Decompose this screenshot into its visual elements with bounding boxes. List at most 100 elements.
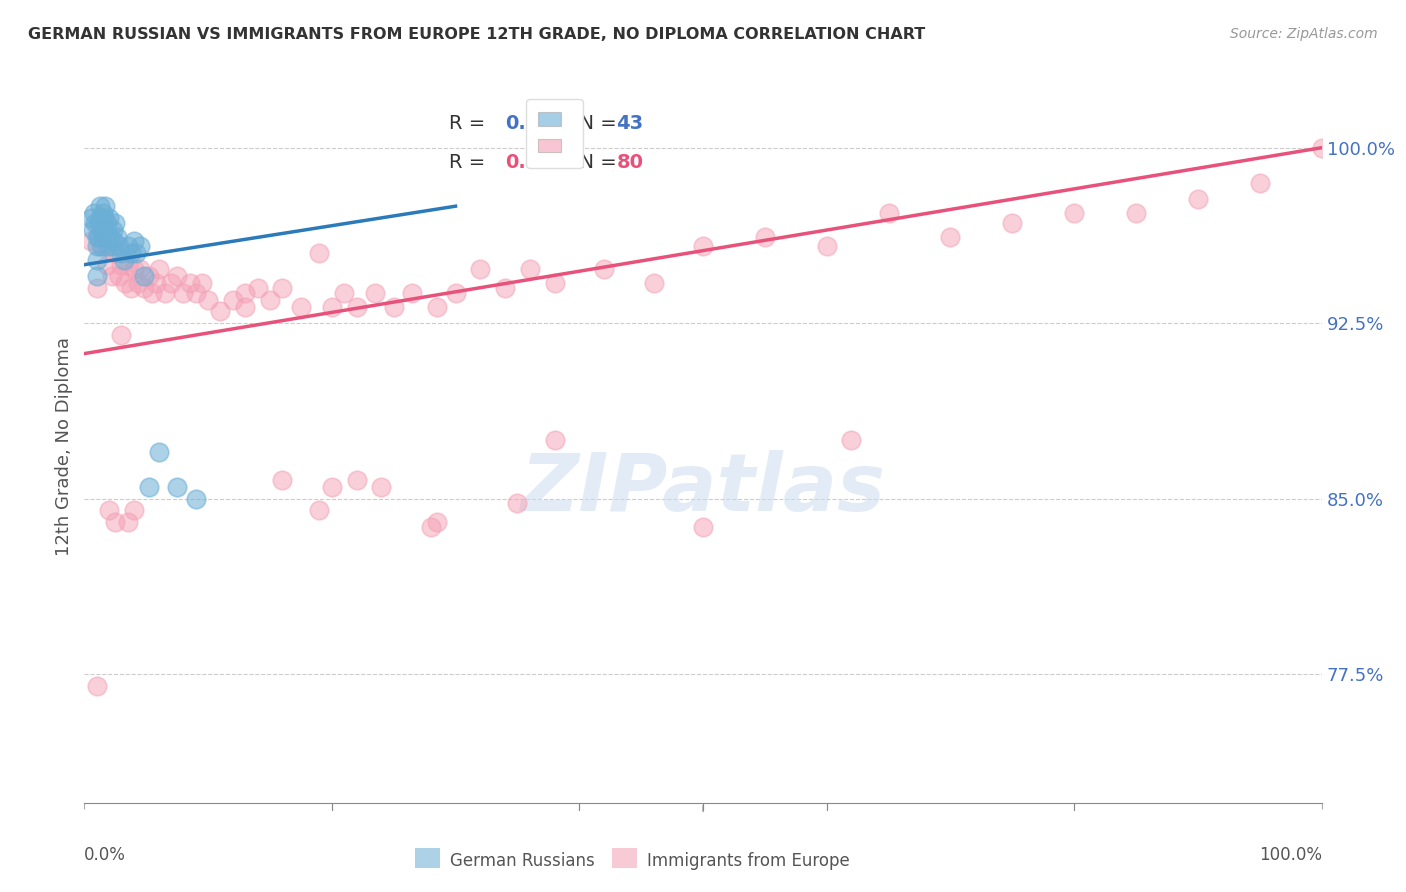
Text: R =: R = xyxy=(450,114,492,133)
Point xyxy=(89,211,111,225)
Point xyxy=(79,234,101,248)
Point xyxy=(104,515,127,529)
Point xyxy=(166,269,188,284)
Point xyxy=(321,300,343,314)
Point xyxy=(290,300,312,314)
Text: 100.0%: 100.0% xyxy=(1258,846,1322,863)
Point xyxy=(401,285,423,300)
Point xyxy=(79,211,101,225)
Point xyxy=(86,281,108,295)
Text: 0.338: 0.338 xyxy=(505,153,567,172)
Point xyxy=(233,300,256,314)
Text: 0.180: 0.180 xyxy=(505,114,567,133)
Text: 0.0%: 0.0% xyxy=(84,846,127,863)
Point xyxy=(382,300,405,314)
Text: N =: N = xyxy=(567,153,623,172)
Point xyxy=(110,258,132,272)
Point xyxy=(692,239,714,253)
Point xyxy=(233,285,256,300)
Point xyxy=(444,285,467,300)
Point xyxy=(120,281,142,295)
Text: 80: 80 xyxy=(616,153,644,172)
Point xyxy=(90,222,112,236)
Point xyxy=(346,300,368,314)
Point xyxy=(86,252,108,267)
Point xyxy=(91,206,114,220)
Point xyxy=(148,445,170,459)
Point xyxy=(129,262,152,277)
Legend: , : , xyxy=(526,99,582,168)
Point xyxy=(138,480,160,494)
Point xyxy=(519,262,541,277)
Point xyxy=(141,285,163,300)
Point xyxy=(643,277,665,291)
Point xyxy=(1001,216,1024,230)
Point xyxy=(1249,176,1271,190)
Point xyxy=(259,293,281,307)
Text: Immigrants from Europe: Immigrants from Europe xyxy=(647,852,849,870)
Point xyxy=(125,246,148,260)
Point xyxy=(419,519,441,533)
Point xyxy=(939,229,962,244)
Point xyxy=(122,262,145,277)
Point xyxy=(129,239,152,253)
Point xyxy=(112,252,135,267)
Point xyxy=(98,239,121,253)
Point xyxy=(100,239,122,253)
Point xyxy=(364,285,387,300)
Point xyxy=(132,269,155,284)
Point xyxy=(308,503,330,517)
Point xyxy=(117,515,139,529)
Point xyxy=(1187,192,1209,206)
Point xyxy=(1310,141,1333,155)
Point xyxy=(89,199,111,213)
Point xyxy=(120,246,142,260)
Point xyxy=(145,277,167,291)
Point xyxy=(101,222,124,236)
Point xyxy=(815,239,838,253)
Point xyxy=(754,229,776,244)
Point xyxy=(84,216,107,230)
Point xyxy=(160,277,183,291)
Point xyxy=(692,519,714,533)
Point xyxy=(426,515,449,529)
Text: ZIPatlas: ZIPatlas xyxy=(520,450,886,528)
Point xyxy=(197,293,219,307)
Text: GERMAN RUSSIAN VS IMMIGRANTS FROM EUROPE 12TH GRADE, NO DIPLOMA CORRELATION CHAR: GERMAN RUSSIAN VS IMMIGRANTS FROM EUROPE… xyxy=(28,27,925,42)
Point xyxy=(105,229,128,244)
Point xyxy=(370,480,392,494)
Point xyxy=(96,216,118,230)
Point xyxy=(191,277,214,291)
Point xyxy=(89,216,111,230)
Point xyxy=(89,229,111,244)
Point xyxy=(108,239,131,253)
Point xyxy=(110,327,132,342)
Point xyxy=(138,269,160,284)
Point xyxy=(148,262,170,277)
Point xyxy=(114,277,136,291)
Point xyxy=(122,503,145,517)
Point xyxy=(110,246,132,260)
Point xyxy=(91,222,114,236)
Point xyxy=(82,222,104,236)
Point xyxy=(91,229,114,244)
Point xyxy=(271,281,294,295)
Point xyxy=(90,239,112,253)
Point xyxy=(184,285,207,300)
Point xyxy=(86,679,108,693)
Point xyxy=(222,293,245,307)
Point xyxy=(108,269,131,284)
Point xyxy=(117,258,139,272)
Point xyxy=(470,262,492,277)
Point xyxy=(543,433,565,447)
Point xyxy=(346,473,368,487)
Point xyxy=(86,229,108,244)
Point xyxy=(506,496,529,510)
Point xyxy=(89,239,111,253)
Y-axis label: 12th Grade, No Diploma: 12th Grade, No Diploma xyxy=(55,336,73,556)
Point xyxy=(86,239,108,253)
Point xyxy=(172,285,194,300)
Point xyxy=(127,277,149,291)
Point xyxy=(184,491,207,506)
Point xyxy=(179,277,201,291)
